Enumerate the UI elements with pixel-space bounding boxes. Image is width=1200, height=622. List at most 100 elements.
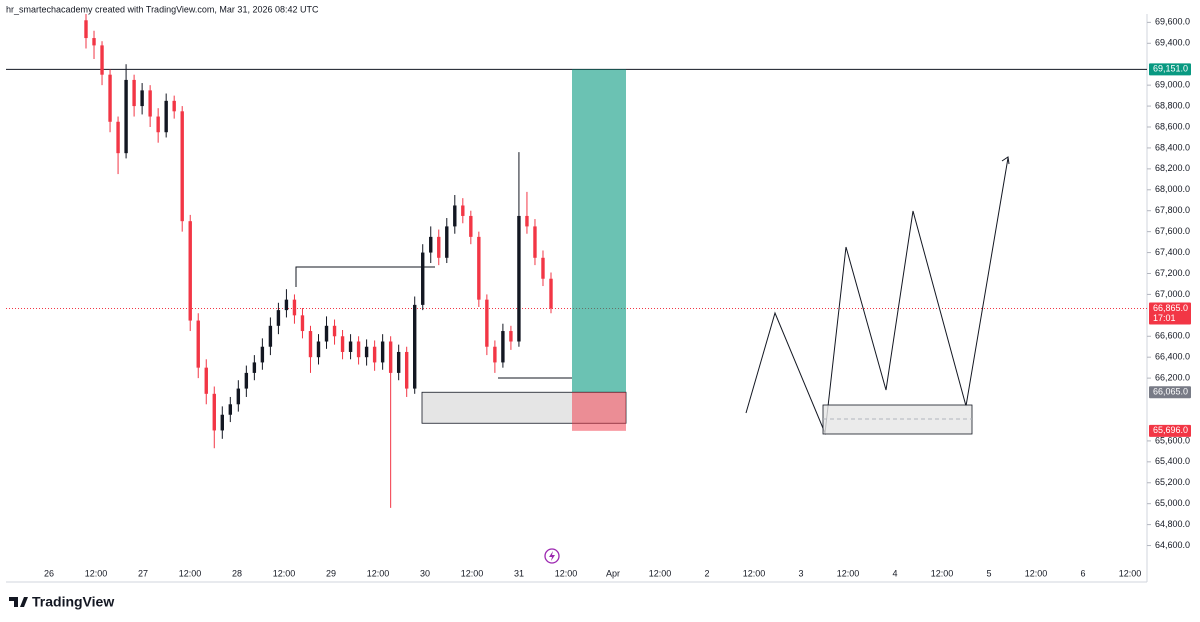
candle-body xyxy=(332,325,337,337)
x-tick-label: 12:00 xyxy=(367,568,390,578)
candle-body xyxy=(164,100,168,133)
x-tick-label: 26 xyxy=(44,568,54,578)
candle-body xyxy=(292,299,297,316)
candle-body xyxy=(220,414,224,431)
candle-body xyxy=(453,205,457,227)
y-tick-label: 65,000.0 xyxy=(1155,498,1190,508)
y-tick-label: 65,600.0 xyxy=(1155,435,1190,445)
candle-body xyxy=(268,325,273,347)
last-price-label-bg xyxy=(1149,302,1191,325)
y-tick-label: 65,200.0 xyxy=(1155,477,1190,487)
header-text: hr_smartechacademy created with TradingV… xyxy=(6,4,319,14)
candle-body xyxy=(92,38,96,46)
candle-body xyxy=(132,79,136,107)
x-tick-label: 12:00 xyxy=(743,568,766,578)
y-tick-label: 67,000.0 xyxy=(1155,289,1190,299)
candle-body xyxy=(461,205,465,216)
x-tick-label: 5 xyxy=(986,568,991,578)
y-tick-label: 64,600.0 xyxy=(1155,540,1190,550)
y-tick-label: 68,200.0 xyxy=(1155,163,1190,173)
event-icon[interactable] xyxy=(544,548,560,564)
y-tick-label: 67,600.0 xyxy=(1155,226,1190,236)
candle-body xyxy=(356,341,361,358)
candle-body xyxy=(348,341,353,352)
candle-body xyxy=(212,393,216,431)
x-tick-label: 30 xyxy=(420,568,430,578)
candle-body xyxy=(364,346,369,358)
x-tick-label: 12:00 xyxy=(649,568,672,578)
candle-body xyxy=(316,341,321,358)
candle-body xyxy=(380,341,385,363)
candle-body xyxy=(477,236,481,300)
resistance-label-bg xyxy=(1149,63,1191,76)
candle-body xyxy=(549,278,553,309)
stop-label-bg xyxy=(1149,424,1191,437)
candle-body xyxy=(421,252,425,305)
x-tick-label: 2 xyxy=(704,568,709,578)
y-tick-label: 66,600.0 xyxy=(1155,331,1190,341)
candle-body xyxy=(541,257,545,279)
candle-body xyxy=(324,325,329,342)
target-zone xyxy=(572,69,626,393)
brand-logo xyxy=(9,597,28,607)
x-tick-label: 12:00 xyxy=(179,568,202,578)
y-tick-label: 68,800.0 xyxy=(1155,100,1190,110)
candle-body xyxy=(180,111,184,222)
candle-body xyxy=(340,336,345,352)
candle-body xyxy=(533,226,537,258)
y-tick-label: 64,800.0 xyxy=(1155,519,1190,529)
candle-body xyxy=(172,100,176,112)
candle-body xyxy=(140,90,144,107)
candle-body xyxy=(84,20,88,39)
y-tick-label: 67,800.0 xyxy=(1155,205,1190,215)
candle-body xyxy=(445,226,449,258)
candle-body xyxy=(469,215,473,237)
x-tick-label: 4 xyxy=(892,568,897,578)
candle-body xyxy=(124,79,128,154)
candle-body xyxy=(413,304,417,389)
plot: 69,600.0 69,400.0 69,000.0 68,800.0 68,600.0… xyxy=(6,14,1191,578)
candle-body xyxy=(501,331,505,363)
x-tick-label: 12:00 xyxy=(1119,568,1142,578)
candle-body xyxy=(429,236,433,253)
y-tick-label: 68,000.0 xyxy=(1155,184,1190,194)
x-tick-label: 31 xyxy=(514,568,524,578)
x-tick-label: 12:00 xyxy=(461,568,484,578)
y-tick-label: 67,400.0 xyxy=(1155,247,1190,257)
y-tick-label: 66,200.0 xyxy=(1155,372,1190,382)
candle-body xyxy=(188,221,192,321)
candle-body xyxy=(116,121,120,154)
candle-body xyxy=(260,346,265,363)
x-tick-label: 29 xyxy=(326,568,336,578)
candle-body xyxy=(388,341,393,373)
y-tick-label: 65,400.0 xyxy=(1155,456,1190,466)
x-tick-label: 12:00 xyxy=(931,568,954,578)
x-tick-label: 12:00 xyxy=(555,568,578,578)
candle-body xyxy=(396,351,401,373)
candle-body xyxy=(525,215,529,227)
x-tick-label: 12:00 xyxy=(273,568,296,578)
candle-body xyxy=(437,236,441,258)
candle-body xyxy=(276,310,281,326)
range-line xyxy=(295,266,435,287)
candle-body xyxy=(156,116,160,133)
y-tick-label: 68,600.0 xyxy=(1155,121,1190,131)
y-tick-label: 69,400.0 xyxy=(1155,38,1190,48)
candle-body xyxy=(244,372,249,389)
candle-body xyxy=(308,331,313,358)
entry-label: 66,065.0 xyxy=(1153,387,1188,397)
last-price-label: 66,865.0 xyxy=(1153,303,1188,313)
candle-body xyxy=(300,315,305,332)
candle-body xyxy=(284,299,289,311)
y-tick-label: 66,400.0 xyxy=(1155,352,1190,362)
x-tick-label: 27 xyxy=(138,568,148,578)
brand-name: TradingView xyxy=(32,594,114,610)
x-tick-label: 12:00 xyxy=(85,568,108,578)
candle-body xyxy=(204,367,208,394)
y-tick-label: 68,400.0 xyxy=(1155,142,1190,152)
candle-body xyxy=(236,388,241,405)
stop-label: 65,696.0 xyxy=(1153,425,1188,435)
countdown-label: 17:01 xyxy=(1153,313,1176,323)
candle-body xyxy=(485,299,489,347)
